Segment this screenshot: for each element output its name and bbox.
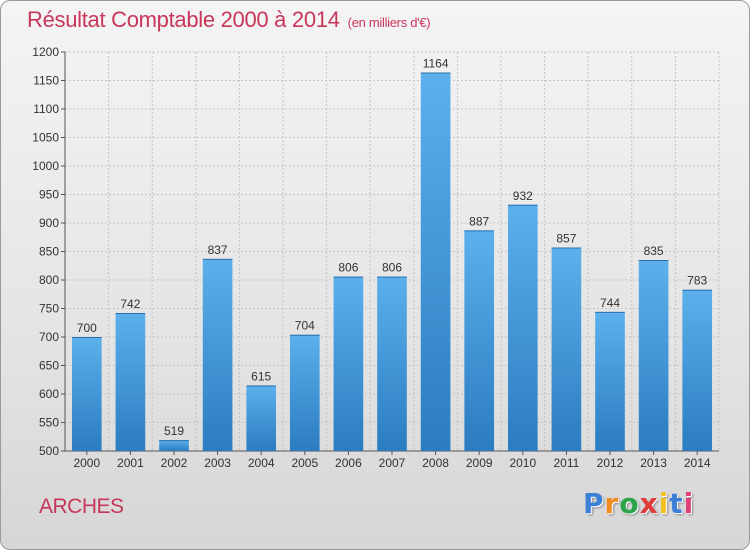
logo-letter: r bbox=[604, 487, 620, 520]
bar-2008 bbox=[420, 72, 451, 452]
y-tick-label: 550 bbox=[39, 416, 59, 430]
logo-letter: o bbox=[619, 487, 640, 520]
chart-title-text: Résultat Comptable 2000 à 2014 bbox=[27, 7, 340, 32]
y-tick-label: 900 bbox=[39, 216, 59, 230]
value-label-2002: 519 bbox=[164, 424, 184, 438]
logo-letter: x bbox=[639, 487, 659, 520]
bar-2001 bbox=[115, 313, 146, 451]
x-tick-label-2010: 2010 bbox=[509, 456, 536, 470]
y-tick-label: 1200 bbox=[32, 45, 59, 59]
bar-2005 bbox=[289, 334, 320, 451]
y-tick-label: 800 bbox=[39, 273, 59, 287]
value-label-2003: 837 bbox=[208, 243, 228, 257]
x-tick-label-2009: 2009 bbox=[466, 456, 493, 470]
logo-letter: i bbox=[658, 487, 670, 520]
place-name: ARCHES bbox=[39, 495, 124, 518]
x-tick-label-2003: 2003 bbox=[204, 456, 231, 470]
y-tick-label: 650 bbox=[39, 359, 59, 373]
x-tick-label-2001: 2001 bbox=[117, 456, 144, 470]
y-tick-label: 1150 bbox=[33, 74, 59, 88]
value-label-2014: 783 bbox=[687, 274, 707, 288]
y-tick-label: 600 bbox=[39, 387, 59, 401]
value-labels: 700 742 519 837 615 704 806 806 1164 887 932 857 744… bbox=[77, 57, 708, 439]
value-label-2011: 857 bbox=[556, 232, 576, 246]
value-label-2001: 742 bbox=[120, 297, 140, 311]
chart-subtitle: (en milliers d'€) bbox=[347, 15, 431, 30]
x-tick-label-2012: 2012 bbox=[597, 456, 624, 470]
x-tick-labels: 2000 2001 2002 2003 2004 2005 2006 2007 2008 2009… bbox=[73, 456, 710, 470]
bar-2000 bbox=[71, 337, 102, 451]
y-tick-labels: 500 550 600 650 700 750 800 850 900 950 1000 1050 11… bbox=[32, 45, 59, 458]
bar-2004 bbox=[246, 385, 277, 451]
value-label-2007: 806 bbox=[382, 261, 402, 275]
value-label-2008: 1164 bbox=[423, 57, 449, 71]
y-tick-label: 950 bbox=[39, 188, 59, 202]
chart-title: Résultat Comptable 2000 à 2014 (en millie… bbox=[27, 7, 431, 33]
value-label-2000: 700 bbox=[77, 321, 97, 335]
y-tick-label: 1050 bbox=[32, 131, 59, 145]
value-label-2012: 744 bbox=[600, 296, 620, 310]
value-label-2009: 887 bbox=[469, 214, 489, 228]
x-tick-label-2013: 2013 bbox=[640, 456, 667, 470]
x-tick-label-2004: 2004 bbox=[248, 456, 275, 470]
x-tick-label-2011: 2011 bbox=[553, 456, 579, 470]
x-tick-label-2000: 2000 bbox=[73, 456, 100, 470]
y-tick-label: 700 bbox=[39, 330, 59, 344]
y-tick-label: 1100 bbox=[33, 102, 59, 116]
bar-2002 bbox=[159, 440, 189, 451]
bar-2013 bbox=[638, 260, 669, 451]
x-tick-label-2005: 2005 bbox=[291, 456, 318, 470]
bar-2009 bbox=[464, 230, 495, 451]
proxiti-logo: Proxiti bbox=[583, 487, 694, 520]
y-tick-label: 500 bbox=[39, 444, 59, 458]
y-tick-label: 1000 bbox=[32, 159, 59, 173]
x-tick-label-2006: 2006 bbox=[335, 456, 362, 470]
x-tick-label-2002: 2002 bbox=[161, 456, 188, 470]
bar-2006 bbox=[333, 276, 364, 451]
bar-2014 bbox=[682, 289, 713, 451]
bar-2012 bbox=[595, 311, 625, 451]
bar-2010 bbox=[507, 204, 538, 451]
value-label-2013: 835 bbox=[644, 244, 664, 258]
logo-letter: P bbox=[583, 487, 605, 520]
bars bbox=[71, 72, 713, 452]
bar-2011 bbox=[551, 247, 582, 451]
logo-letter: i bbox=[683, 487, 695, 520]
x-tick-label-2014: 2014 bbox=[684, 456, 711, 470]
y-tick-label: 850 bbox=[39, 245, 59, 259]
value-label-2006: 806 bbox=[338, 261, 358, 275]
value-label-2004: 615 bbox=[251, 369, 271, 383]
x-tick-label-2007: 2007 bbox=[379, 456, 406, 470]
bar-2003 bbox=[202, 258, 233, 451]
value-label-2010: 932 bbox=[513, 189, 533, 203]
logo-letter: t bbox=[669, 487, 684, 520]
bar-2007 bbox=[377, 276, 407, 451]
value-label-2005: 704 bbox=[295, 319, 315, 333]
y-tick-label: 750 bbox=[39, 302, 59, 316]
x-tick-label-2008: 2008 bbox=[422, 456, 449, 470]
